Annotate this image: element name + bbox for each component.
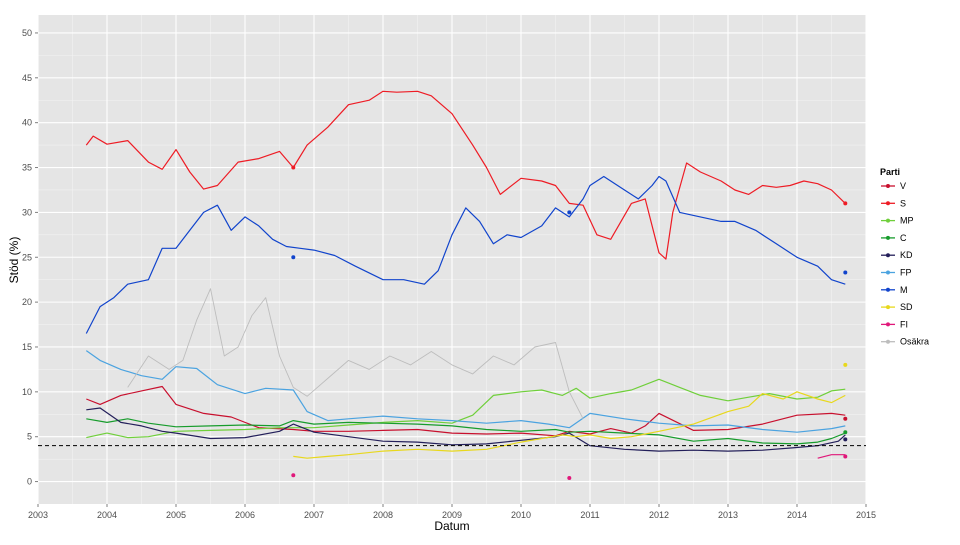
legend-label: S: [900, 198, 906, 208]
data-point-KD: [843, 437, 848, 442]
y-tick-label: 0: [27, 477, 32, 487]
series-line-M: [85, 175, 846, 334]
y-axis-label: Stöd (%): [7, 237, 21, 284]
legend-swatch-point: [886, 184, 890, 188]
legend-swatch-point: [886, 287, 890, 292]
data-point-FI: [567, 475, 572, 480]
x-tick-label: 2014: [787, 510, 807, 520]
legend-swatch-point: [886, 339, 890, 344]
legend: Parti VS MP C KD FP M SD FI Osäkra: [880, 167, 929, 347]
series-line-Osäkra: [127, 288, 584, 420]
legend-swatch-point: [886, 218, 890, 223]
data-point-M: [291, 255, 296, 260]
data-point-M: [843, 270, 848, 275]
data-point-M: [567, 210, 572, 215]
legend-label: SD: [900, 302, 913, 312]
x-tick-label: 2011: [580, 510, 599, 520]
legend-label: V: [900, 181, 906, 191]
data-point-SD: [843, 362, 848, 367]
x-axis: 2003 2004 2005 2006 2007 2008 2009 2010 2011 2012…: [28, 504, 876, 520]
legend-title: Parti: [880, 167, 900, 177]
series-line-C: [86, 418, 846, 445]
x-tick-label: 2006: [235, 510, 255, 520]
series-line-FP: [85, 350, 846, 433]
x-tick-label: 2013: [718, 510, 738, 520]
series-lines: [85, 90, 846, 459]
y-tick-label: 20: [22, 297, 32, 307]
legend-label: Osäkra: [900, 337, 929, 347]
x-axis-label: Datum: [434, 519, 469, 533]
series-line-V: [86, 385, 846, 437]
y-tick-label: 30: [22, 207, 32, 217]
legend-label: MP: [900, 216, 914, 226]
data-point-S: [291, 165, 296, 170]
legend-swatch-point: [886, 235, 890, 240]
x-tick-label: 2009: [442, 510, 462, 520]
y-axis: 0 5 10 15 20 25 30 35 40 45 50: [22, 28, 38, 487]
data-point-FI: [843, 454, 848, 459]
y-tick-label: 50: [22, 28, 32, 38]
x-tick-label: 2004: [97, 510, 117, 520]
x-tick-label: 2015: [856, 510, 876, 520]
legend-swatch-point: [886, 322, 890, 327]
y-tick-label: 5: [27, 432, 32, 442]
legend-label: FI: [900, 319, 908, 329]
data-point-C: [843, 430, 848, 435]
series-line-SD: [293, 391, 846, 459]
data-point-S: [843, 201, 848, 206]
legend-swatch-point: [886, 270, 890, 275]
x-tick-label: 2010: [511, 510, 531, 520]
data-point-FI: [291, 473, 296, 478]
legend-label: KD: [900, 250, 913, 260]
data-point-V: [843, 416, 848, 421]
series-line-FI: [817, 454, 846, 459]
x-tick-label: 2005: [166, 510, 186, 520]
y-tick-label: 25: [22, 252, 32, 262]
x-tick-label: 2012: [649, 510, 669, 520]
legend-label: FP: [900, 268, 912, 278]
y-tick-label: 45: [22, 73, 32, 83]
series-line-KD: [86, 407, 846, 452]
data-points: [291, 165, 848, 480]
series-line-S: [85, 90, 846, 260]
legend-swatch-point: [886, 201, 890, 206]
series-line-MP: [86, 378, 846, 439]
legend-swatch-point: [886, 253, 890, 258]
legend-label: C: [900, 233, 907, 243]
legend-label: M: [900, 285, 908, 295]
y-tick-label: 40: [22, 118, 32, 128]
y-tick-label: 35: [22, 163, 32, 173]
x-tick-label: 2007: [304, 510, 324, 520]
x-tick-label: 2003: [28, 510, 48, 520]
y-tick-label: 15: [22, 342, 32, 352]
x-tick-label: 2008: [373, 510, 393, 520]
legend-swatch-point: [886, 305, 890, 310]
y-tick-label: 10: [22, 387, 32, 397]
